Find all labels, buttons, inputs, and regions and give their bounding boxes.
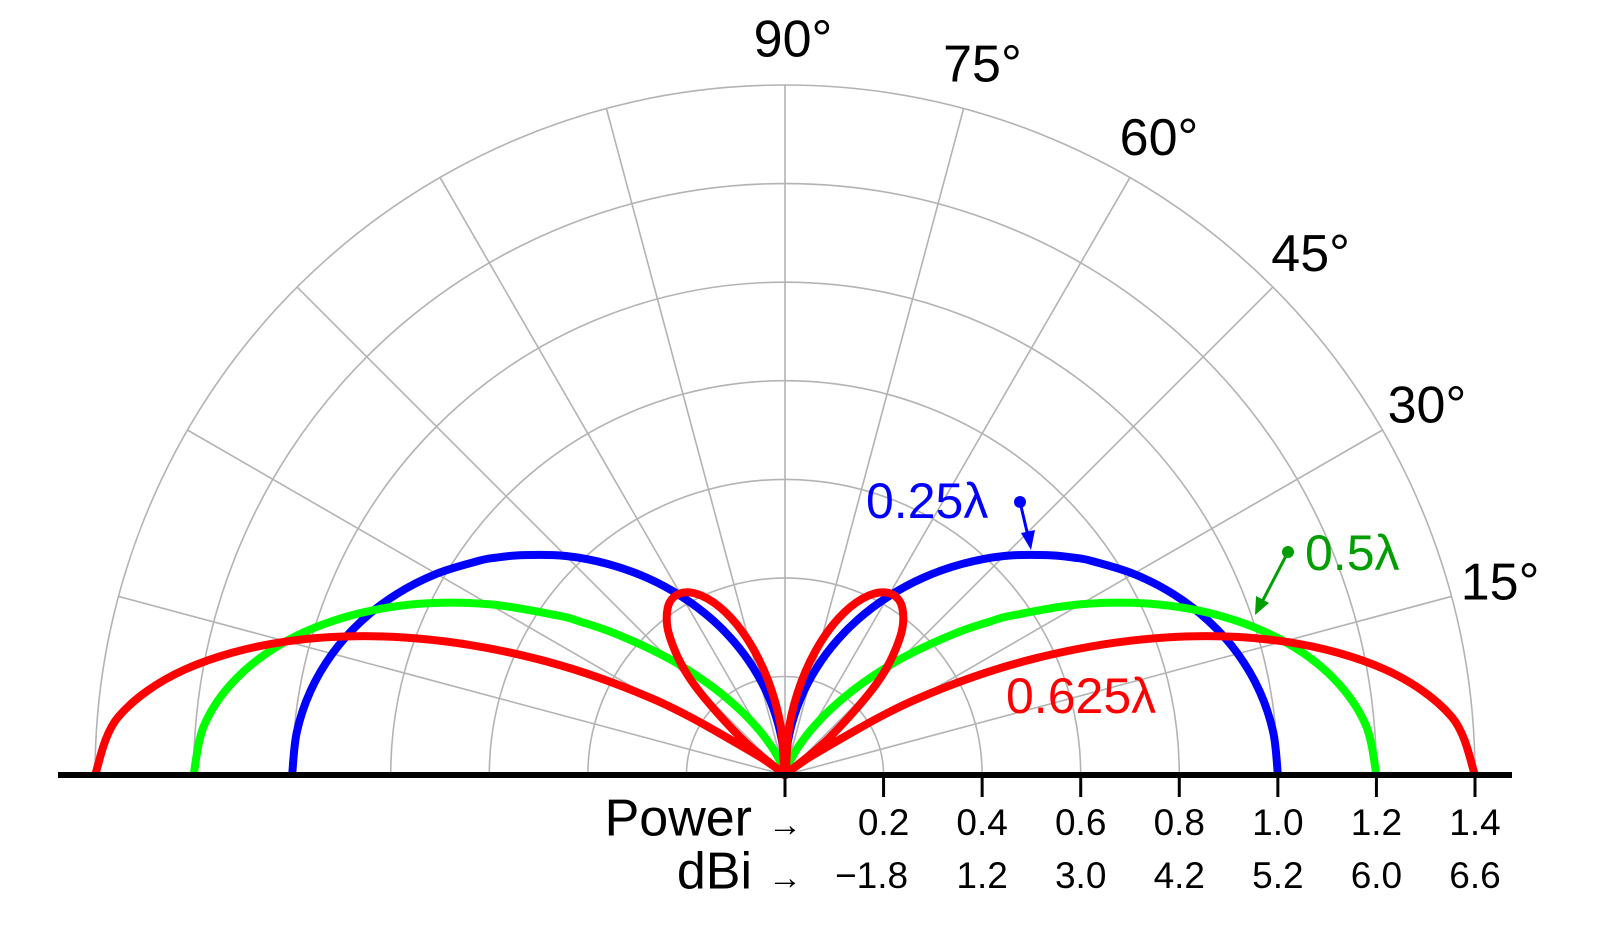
r-axis-label: Power — [605, 790, 752, 848]
r2-tick-label: 3.0 — [1055, 855, 1106, 896]
angle-grid-line — [784, 177, 1131, 776]
angle-tick-label: 90° — [754, 11, 833, 69]
pointer-head — [1255, 596, 1269, 615]
r2-tick-label: 5.2 — [1252, 855, 1303, 896]
angle-tick-label: 60° — [1120, 109, 1199, 167]
r2-axis-label: dBi — [677, 843, 752, 901]
r2-tick-label: 4.2 — [1154, 855, 1205, 896]
angle-tick-label: 30° — [1388, 377, 1467, 435]
r-tick-label: 1.2 — [1351, 802, 1402, 843]
pointer-head — [1021, 530, 1035, 550]
radius-grid-circle — [291, 281, 1279, 776]
r-tick-label: 0.2 — [858, 802, 909, 843]
series-label: 0.5λ — [1305, 525, 1400, 581]
r2-tick-label: 6.0 — [1351, 855, 1402, 896]
pointer-green — [1255, 546, 1294, 615]
angle-tick-label: 15° — [1461, 553, 1540, 611]
r-tick-label: 0.8 — [1154, 802, 1205, 843]
r-axis-arrow: → — [768, 806, 802, 844]
r-tick-label: 1.0 — [1252, 802, 1303, 843]
r-tick-label: 1.4 — [1449, 802, 1500, 843]
r2-axis-arrow: → — [768, 859, 802, 897]
r2-tick-label: 1.2 — [956, 855, 1007, 896]
grid — [94, 84, 1476, 776]
pointer-line — [1018, 501, 1030, 537]
series-label: 0.25λ — [866, 473, 988, 529]
angle-grid-line — [439, 177, 786, 776]
radius-grid-circle — [389, 379, 1181, 776]
angle-tick-label: 45° — [1271, 225, 1350, 283]
angle-grid-line — [784, 595, 1452, 776]
r-tick-label: 0.6 — [1055, 802, 1106, 843]
pointer-blue — [1014, 496, 1035, 550]
series-label: 0.625λ — [1006, 668, 1156, 724]
angle-grid-line — [118, 595, 786, 776]
radius-grid-circle — [685, 675, 885, 776]
r-tick-label: 0.4 — [956, 802, 1007, 843]
pointer-line — [1260, 551, 1290, 603]
r2-tick-label: 6.6 — [1449, 855, 1500, 896]
radius-grid-circle — [192, 182, 1378, 776]
angle-tick-label: 75° — [943, 36, 1022, 94]
radius-grid-circle — [94, 84, 1476, 776]
r2-tick-label: −1.8 — [835, 855, 908, 896]
